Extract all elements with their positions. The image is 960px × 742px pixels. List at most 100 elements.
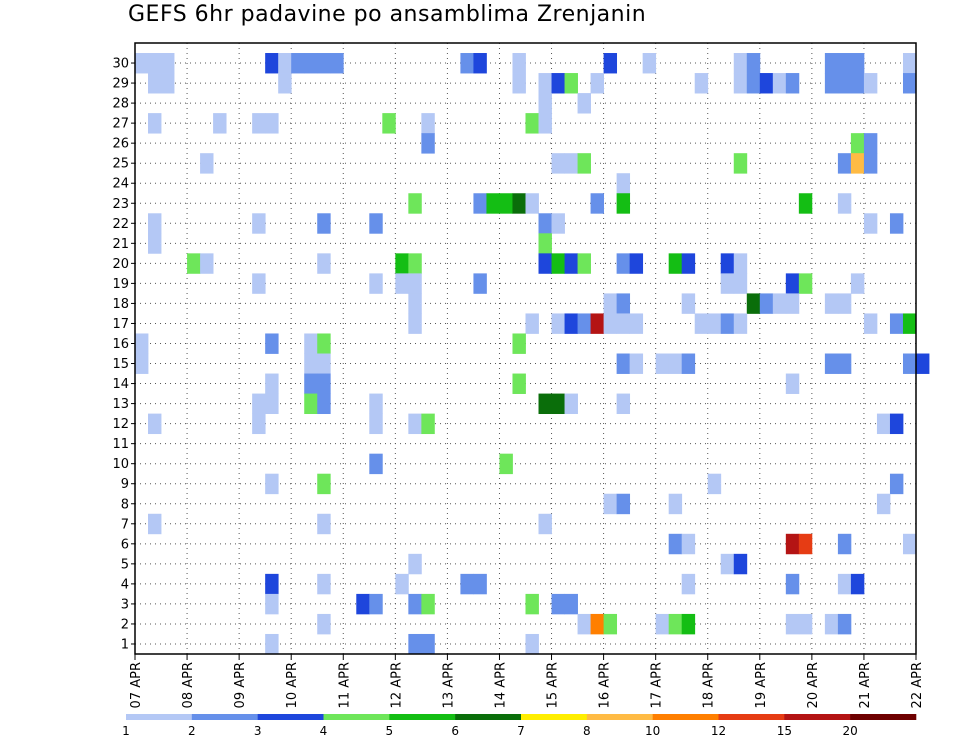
heatmap-cell	[837, 193, 852, 214]
heatmap-cell	[785, 293, 800, 314]
y-tick-label: 15	[112, 357, 129, 372]
heatmap-cell	[616, 173, 631, 194]
y-tick-label: 30	[112, 57, 129, 72]
colorbar-segment	[784, 714, 851, 720]
y-tick-label: 3	[121, 597, 129, 612]
heatmap-cell	[551, 313, 565, 334]
heatmap-cell	[681, 353, 696, 374]
heatmap-cell	[564, 253, 578, 274]
heatmap-cell	[538, 93, 552, 114]
heatmap-cell	[538, 513, 552, 535]
x-tick-label: 11 APR	[337, 662, 352, 708]
y-tick-label: 20	[112, 257, 129, 272]
heatmap-cell	[876, 413, 891, 435]
heatmap-cell	[720, 273, 735, 294]
colorbar-label: 7	[517, 724, 525, 738]
heatmap-cell	[616, 193, 631, 214]
heatmap-cell	[265, 573, 279, 595]
x-tick-label: 15 APR	[546, 662, 561, 708]
heatmap-cell	[733, 253, 748, 274]
heatmap-cell	[265, 333, 279, 354]
heatmap-cell	[902, 533, 917, 555]
heatmap-cell	[369, 393, 383, 415]
heatmap-cell	[733, 73, 748, 94]
heatmap-cell	[408, 293, 422, 314]
heatmap-cell	[317, 473, 331, 495]
heatmap-cell	[824, 53, 839, 74]
x-tick-label: 20 APR	[806, 662, 821, 708]
heatmap-cell	[863, 213, 878, 234]
heatmap-cell	[551, 593, 565, 615]
colorbar-segment	[652, 714, 719, 720]
heatmap-cell	[863, 153, 878, 174]
heatmap-cell	[486, 193, 500, 214]
heatmap-cell	[720, 253, 735, 274]
colorbar-label: 12	[711, 724, 726, 738]
heatmap-cell	[356, 593, 370, 615]
heatmap-cell	[291, 53, 305, 74]
heatmap-cell	[395, 253, 409, 274]
heatmap-cell	[564, 593, 578, 615]
heatmap-cell	[499, 453, 513, 475]
colorbar-label: 5	[386, 724, 394, 738]
y-tick-label: 11	[112, 437, 129, 452]
heatmap-cell	[538, 213, 552, 234]
colorbar-label: 10	[645, 724, 660, 738]
heatmap-cell	[265, 373, 279, 394]
heatmap-cell	[252, 393, 266, 415]
heatmap-cell	[785, 533, 800, 555]
heatmap-cell	[265, 473, 279, 495]
heatmap-cell	[681, 293, 696, 314]
heatmap-cell	[889, 473, 904, 495]
y-tick-label: 13	[112, 397, 129, 412]
heatmap-cell	[512, 193, 526, 214]
heatmap-cell	[512, 73, 526, 94]
heatmap-cell	[824, 613, 839, 635]
heatmap-cell	[252, 213, 266, 234]
heatmap-cell	[317, 213, 331, 234]
heatmap-cell	[265, 633, 279, 655]
y-tick-label: 24	[112, 177, 129, 192]
x-tick-label: 12 APR	[389, 662, 404, 708]
x-tick-label: 17 APR	[650, 662, 665, 708]
y-tick-label: 9	[121, 477, 129, 492]
heatmap-cell	[837, 73, 852, 94]
heatmap-cell	[668, 353, 683, 374]
heatmap-cell	[824, 293, 839, 314]
heatmap-cell	[564, 313, 578, 334]
heatmap-cell	[369, 593, 383, 615]
y-tick-label: 1	[121, 637, 129, 652]
heatmap-cell	[902, 73, 917, 94]
x-tick-label: 18 APR	[702, 662, 717, 708]
heatmap-cell	[629, 353, 644, 374]
heatmap-cell	[538, 253, 552, 274]
y-tick-label: 29	[112, 77, 129, 92]
colorbar-label: 20	[843, 724, 858, 738]
heatmap-cell	[538, 393, 552, 415]
heatmap-cell	[577, 153, 591, 174]
heatmap-cell	[551, 393, 565, 415]
heatmap-cell	[187, 253, 201, 274]
heatmap-cell	[837, 613, 852, 635]
y-tick-label: 5	[121, 557, 129, 572]
heatmap-cell	[655, 613, 670, 635]
x-tick-label: 13 APR	[441, 662, 456, 708]
heatmap-cell	[733, 53, 748, 74]
heatmap-cell	[512, 373, 526, 394]
heatmap-cell	[733, 273, 748, 294]
heatmap-cell	[148, 233, 162, 254]
heatmap-cell	[473, 273, 487, 294]
heatmap-cell	[720, 553, 735, 575]
heatmap-cell	[265, 113, 279, 134]
heatmap-cell	[668, 493, 683, 515]
heatmap-cell	[733, 553, 748, 575]
y-tick-label: 17	[112, 317, 129, 332]
heatmap-cell	[317, 573, 331, 595]
heatmap-cell	[850, 273, 865, 294]
heatmap-cell	[850, 153, 865, 174]
heatmap-cell	[668, 253, 683, 274]
heatmap-cell	[460, 573, 474, 595]
heatmap-cell	[564, 393, 578, 415]
heatmap-cell	[824, 353, 839, 374]
